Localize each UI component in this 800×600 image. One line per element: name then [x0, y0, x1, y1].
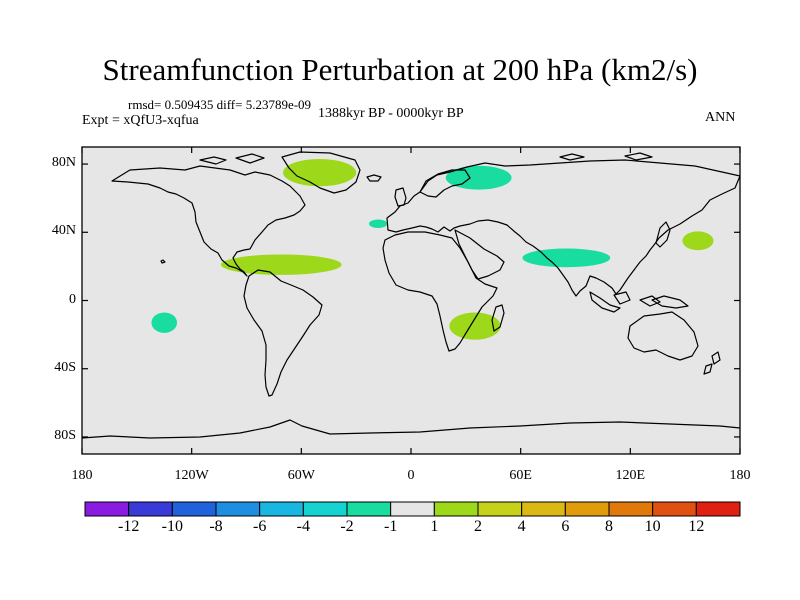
- y-tick-label: 40S: [54, 359, 76, 375]
- coast-britain: [394, 187, 407, 207]
- anomaly-positive-0: [283, 158, 357, 187]
- colorbar-label: -10: [161, 518, 183, 535]
- colorbar-label: -4: [296, 518, 310, 535]
- colorbar-label: 2: [474, 518, 482, 535]
- map-title: Streamfunction Perturbation at 200 hPa (…: [102, 52, 698, 87]
- axis-ticks: [81, 147, 741, 454]
- colorbar-swatch: [302, 501, 348, 517]
- coast-indonesia: [589, 291, 661, 313]
- experiment-label: Expt = xQfU3-xqfua: [82, 113, 199, 128]
- x-tick-label: 120E: [615, 468, 646, 483]
- coast-eurasia: [386, 159, 741, 297]
- colorbar-label: -1: [383, 518, 398, 535]
- anomaly-negative-2: [368, 219, 388, 229]
- colorbar-swatch: [390, 501, 435, 517]
- x-tick-label: 60E: [509, 468, 532, 483]
- coast-australia: [627, 311, 699, 361]
- x-tick-label: 60W: [287, 468, 315, 483]
- colorbar-swatch: [215, 501, 261, 517]
- y-tick-label: 80S: [54, 427, 76, 443]
- anomaly-positive-3: [220, 254, 342, 275]
- anomaly-negative-6: [151, 312, 178, 333]
- x-tick-label: 180: [71, 468, 93, 483]
- colorbar-label: 1: [430, 518, 439, 535]
- coast-antarctica: [81, 419, 741, 439]
- colorbar-label: -2: [340, 518, 354, 535]
- y-tick-label: 0: [69, 291, 76, 307]
- coast-south-america: [243, 269, 323, 397]
- coast-north-america: [111, 165, 306, 277]
- colorbar-swatch: [608, 501, 654, 517]
- colorbar-swatch: [346, 501, 392, 517]
- coast-new-zealand: [703, 351, 721, 375]
- x-tick-label: 180: [729, 468, 751, 483]
- anomaly-negative-1: [445, 165, 512, 190]
- colorbar-swatch: [84, 501, 130, 517]
- colorbar-swatch: [171, 501, 217, 517]
- colorbar-swatch: [521, 501, 566, 517]
- colorbar-label: 10: [644, 518, 661, 535]
- colorbar: [84, 501, 741, 517]
- x-tick-label: 0: [407, 468, 415, 483]
- colorbar-swatch: [433, 501, 479, 517]
- colorbar-label: -6: [252, 518, 267, 535]
- colorbar-swatch: [477, 501, 523, 517]
- coast-madagascar: [491, 304, 505, 332]
- colorbar-label: 8: [605, 518, 613, 535]
- season-label: ANN: [705, 110, 736, 125]
- colorbar-label: 12: [688, 518, 705, 535]
- period-label: 1388kyr BP - 0000kyr BP: [318, 106, 464, 121]
- colorbar-label: -12: [117, 518, 140, 535]
- coast-scandinavia: [419, 169, 471, 198]
- coast-africa: [382, 231, 498, 352]
- anomaly-positive-7: [449, 312, 501, 340]
- x-tick-label: 120W: [174, 468, 209, 483]
- y-tick-label: 80N: [51, 155, 76, 171]
- coast-arctic-islands: [199, 152, 653, 165]
- colorbar-swatch: [128, 501, 173, 517]
- coast-iceland: [366, 174, 382, 182]
- colorbar-label: -8: [209, 518, 223, 535]
- coast-japan: [655, 221, 671, 248]
- coast-new-guinea: [651, 295, 689, 309]
- coast-greenland: [281, 151, 361, 194]
- coastlines: [81, 151, 741, 439]
- y-tick-label: 40N: [51, 223, 76, 239]
- colorbar-label: 4: [517, 518, 526, 535]
- anomaly-negative-4: [522, 248, 611, 268]
- colorbar-swatch: [695, 501, 741, 517]
- colorbar-swatch: [564, 501, 610, 517]
- coast-hawaii: [160, 259, 166, 264]
- colorbar-swatch: [259, 501, 304, 517]
- anomaly-layer: [151, 158, 714, 340]
- map-background: [82, 147, 740, 454]
- colorbar-label: 6: [561, 518, 570, 535]
- colorbar-swatch: [652, 501, 697, 517]
- stats-line: rmsd= 0.509435 diff= 5.23789e-09: [128, 97, 312, 112]
- anomaly-positive-5: [682, 231, 714, 251]
